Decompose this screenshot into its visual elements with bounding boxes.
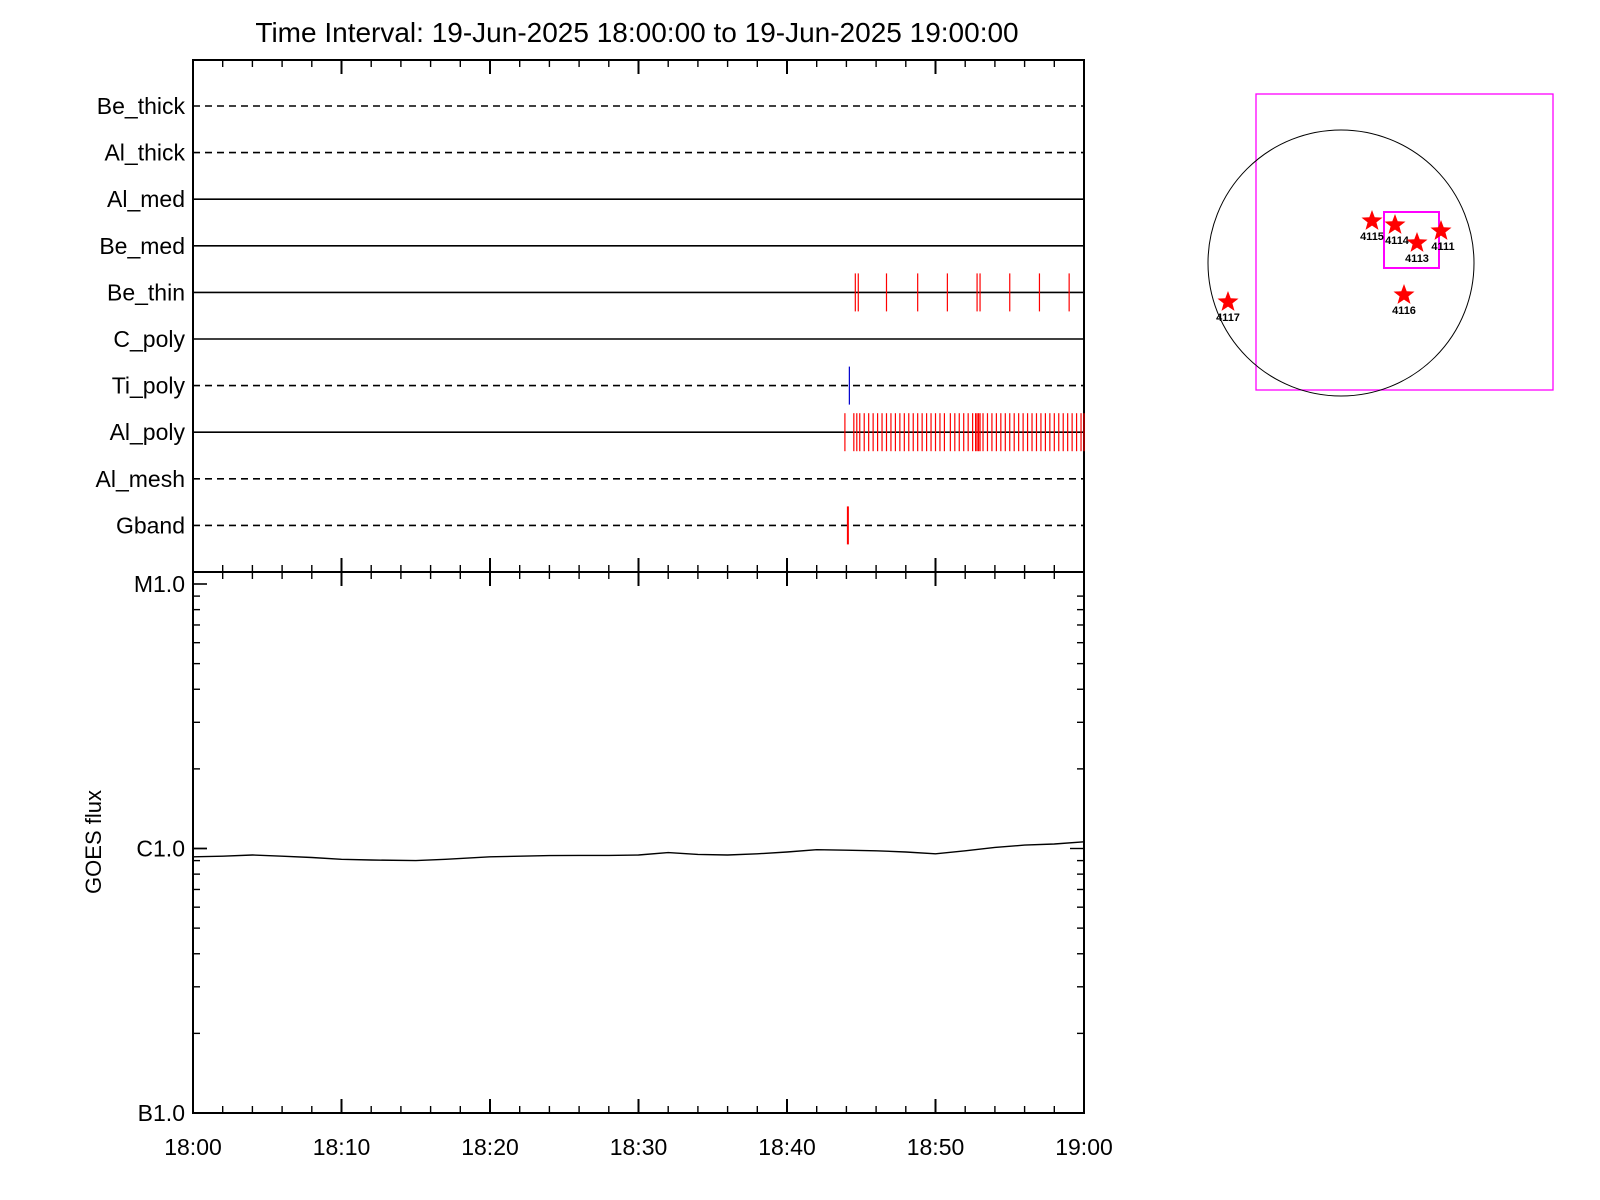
y-tick-label: B1.0: [138, 1100, 185, 1126]
filter-label: Al_poly: [110, 419, 186, 445]
y-tick-label: C1.0: [136, 836, 185, 862]
x-tick-label: 18:30: [610, 1134, 668, 1160]
filter-label: C_poly: [113, 326, 185, 352]
filter-timeline-panel: Be_thick Al_thick Al_med Be_med Be_thin C_pol…: [96, 59, 1085, 573]
chart-title: Time Interval: 19-Jun-2025 18:00:00 to 1…: [255, 17, 1018, 48]
active-region-label: 4117: [1216, 312, 1240, 324]
active-region-label: 4111: [1431, 241, 1454, 253]
active-region-label: 4115: [1360, 231, 1384, 243]
active-region-marker: [1217, 291, 1239, 311]
x-tick-label: 18:10: [313, 1134, 371, 1160]
active-region-marker: [1384, 214, 1406, 234]
filter-label: Ti_poly: [112, 373, 186, 399]
filter-label: Be_thin: [107, 279, 185, 305]
active-region-label: 4116: [1392, 305, 1416, 317]
solar-disk: [1207, 129, 1475, 397]
filter-panel-frame: [192, 59, 1085, 573]
fov-outer-box: [1255, 93, 1554, 391]
goes-panel-frame: [192, 571, 1085, 1114]
active-region-label: 4114: [1385, 235, 1410, 247]
filter-label: Gband: [116, 512, 185, 538]
active-region-marker: [1393, 284, 1415, 304]
fov-inner-box: [1383, 211, 1440, 269]
goes-flux-panel: 18:00 18:10 18:20 18:30 18:40 18:50 19:00 M1.0 C…: [81, 571, 1113, 1160]
filter-label: Be_thick: [97, 93, 186, 119]
filter-label: Al_med: [107, 186, 185, 212]
filter-label: Al_mesh: [96, 466, 185, 492]
goes-ylabel: GOES flux: [81, 790, 106, 894]
y-tick-label: M1.0: [134, 571, 185, 597]
filter-label: Be_med: [99, 233, 185, 259]
x-tick-label: 18:40: [758, 1134, 816, 1160]
active-region-marker: [1430, 220, 1452, 240]
x-tick-label: 18:50: [907, 1134, 965, 1160]
x-tick-label: 19:00: [1055, 1134, 1113, 1160]
goes-flux-line: [192, 841, 1085, 862]
x-tick-label: 18:00: [164, 1134, 222, 1160]
x-tick-label: 18:20: [461, 1134, 519, 1160]
active-region-marker: [1406, 232, 1428, 252]
active-region-label: 4113: [1405, 253, 1429, 265]
active-region-marker: [1361, 210, 1383, 230]
filter-label: Al_thick: [104, 140, 185, 166]
